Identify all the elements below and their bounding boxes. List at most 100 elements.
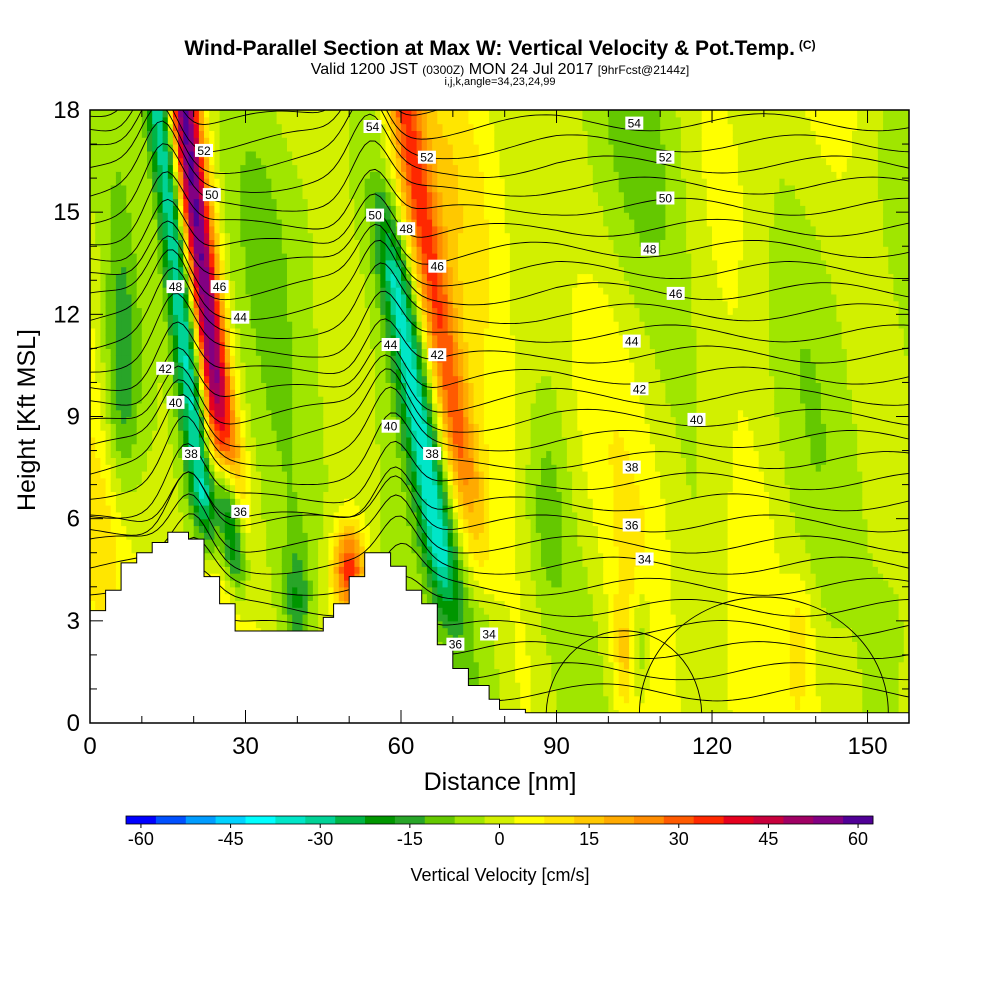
colorbar-swatch xyxy=(604,816,634,824)
colorbar: -60 -45 -30 -15 0 15 30 45 60 xyxy=(126,816,873,849)
x-tick-label: 30 xyxy=(232,733,259,760)
contour-label: 48 xyxy=(641,243,659,257)
colorbar-tick-label: -45 xyxy=(218,829,244,849)
contour-label: 38 xyxy=(423,447,441,461)
contour-label-text: 48 xyxy=(400,222,414,236)
contour-label: 48 xyxy=(397,222,415,236)
contour-label-text: 34 xyxy=(482,628,496,642)
colorbar-swatch xyxy=(335,816,365,824)
colorbar-swatch xyxy=(156,816,186,824)
contour-label: 42 xyxy=(631,382,649,396)
contour-label-text: 42 xyxy=(633,382,647,396)
contour-label: 46 xyxy=(428,260,446,274)
colorbar-swatch xyxy=(186,816,216,824)
colorbar-tick-label: 60 xyxy=(848,829,868,849)
x-tick-label: 120 xyxy=(692,733,732,760)
colorbar-swatch xyxy=(485,816,515,824)
y-tick-label: 9 xyxy=(67,404,80,431)
contour-label-text: 44 xyxy=(384,338,398,352)
contour-label: 34 xyxy=(636,553,654,567)
contour-label: 38 xyxy=(182,447,200,461)
colorbar-tick-label: 0 xyxy=(494,829,504,849)
contour-label: 36 xyxy=(446,638,464,652)
contour-label-text: 42 xyxy=(159,362,173,376)
contour-label-text: 42 xyxy=(431,348,445,362)
colorbar-swatch xyxy=(754,816,784,824)
colorbar-swatch xyxy=(694,816,724,824)
colorbar-swatch xyxy=(455,816,485,824)
contour-label-text: 40 xyxy=(384,420,398,434)
colorbar-swatch xyxy=(425,816,455,824)
x-tick-label: 150 xyxy=(848,733,888,760)
contour-label-text: 36 xyxy=(234,505,248,519)
x-tick-label: 60 xyxy=(388,733,415,760)
colorbar-swatch xyxy=(574,816,604,824)
contour-label: 42 xyxy=(428,348,446,362)
colorbar-swatch xyxy=(634,816,664,824)
colorbar-tick-label: 30 xyxy=(669,829,689,849)
y-tick-label: 3 xyxy=(67,608,80,635)
contour-label: 38 xyxy=(623,461,641,475)
contour-label-text: 44 xyxy=(234,311,248,325)
x-tick-label: 90 xyxy=(543,733,570,760)
colorbar-label: Vertical Velocity [cm/s] xyxy=(410,865,589,885)
colorbar-swatch xyxy=(365,816,395,824)
contour-label: 40 xyxy=(382,420,400,434)
contour-label-text: 50 xyxy=(659,192,673,206)
colorbar-swatch xyxy=(813,816,843,824)
contour-label-text: 50 xyxy=(205,188,219,202)
contour-label: 46 xyxy=(211,280,229,294)
contour-label: 52 xyxy=(418,151,436,165)
y-tick-label: 6 xyxy=(67,506,80,533)
contour-label: 46 xyxy=(667,287,685,301)
contour-label-text: 48 xyxy=(643,243,657,257)
x-axis-label: Distance [nm] xyxy=(424,768,577,796)
colorbar-tick-label: -15 xyxy=(397,829,423,849)
contour-label: 40 xyxy=(688,413,706,427)
colorbar-swatch xyxy=(843,816,873,824)
contour-label: 34 xyxy=(480,628,498,642)
contour-label: 54 xyxy=(625,117,643,131)
colorbar-swatch xyxy=(216,816,246,824)
contour-label-text: 40 xyxy=(690,413,704,427)
colorbar-swatch xyxy=(783,816,813,824)
colorbar-swatch xyxy=(246,816,276,824)
contour-label: 50 xyxy=(366,209,384,223)
y-tick-label: 12 xyxy=(53,301,80,328)
colorbar-swatch xyxy=(514,816,544,824)
contour-label-text: 54 xyxy=(628,117,642,131)
contour-label: 50 xyxy=(656,192,674,206)
contour-label-text: 38 xyxy=(184,447,198,461)
colorbar-swatch xyxy=(724,816,754,824)
contour-label-text: 40 xyxy=(169,396,183,410)
colorbar-swatch xyxy=(275,816,305,824)
contour-label: 54 xyxy=(364,120,382,134)
contour-label: 44 xyxy=(382,338,400,352)
contour-label-text: 38 xyxy=(625,461,639,475)
contour-label-text: 46 xyxy=(669,287,683,301)
contour-label: 52 xyxy=(656,151,674,165)
contour-label: 52 xyxy=(195,144,213,158)
contour-label-text: 50 xyxy=(368,209,382,223)
contour-label-text: 34 xyxy=(638,553,652,567)
contour-label-text: 54 xyxy=(366,120,380,134)
y-tick-label: 0 xyxy=(67,710,80,737)
contour-label: 40 xyxy=(167,396,185,410)
contour-label-text: 52 xyxy=(197,144,211,158)
colorbar-swatch xyxy=(664,816,694,824)
contour-label-text: 46 xyxy=(213,280,227,294)
contour-label-text: 36 xyxy=(449,638,463,652)
contour-label: 44 xyxy=(623,335,641,349)
contour-label-text: 48 xyxy=(169,280,183,294)
contour-label-text: 38 xyxy=(425,447,439,461)
colorbar-swatch xyxy=(305,816,335,824)
contour-label: 42 xyxy=(156,362,174,376)
chart-svg: 525048 4644424038365452504846444240383634… xyxy=(0,0,1000,1000)
contour-label: 36 xyxy=(623,519,641,533)
contour-label: 48 xyxy=(167,280,185,294)
contour-label-text: 52 xyxy=(659,151,673,165)
contour-label: 44 xyxy=(231,311,249,325)
contour-label-text: 44 xyxy=(625,335,639,349)
contour-label-text: 36 xyxy=(625,519,639,533)
contour-label: 50 xyxy=(203,188,221,202)
